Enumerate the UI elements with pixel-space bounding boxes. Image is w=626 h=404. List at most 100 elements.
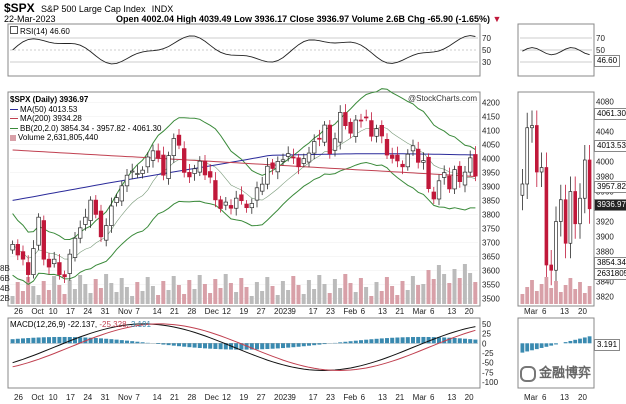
candle-body	[187, 172, 192, 178]
macd-histogram-bar	[166, 343, 171, 346]
volume-bar	[140, 291, 145, 304]
price-label: $SPX (Daily) 3936.97	[10, 95, 89, 104]
chart-settings-icon[interactable]	[10, 26, 18, 34]
macd-tick-label: 0	[482, 339, 487, 348]
volume-tick-label: 2B	[0, 294, 10, 303]
volume-bar	[353, 292, 358, 304]
zoom-macd-bar	[520, 343, 525, 353]
x-axis-label: 20	[465, 307, 474, 316]
zoom-rsi-line	[522, 47, 590, 56]
volume-bar	[31, 286, 36, 304]
macd-label-a: MACD(12,26,9) -22.137,	[10, 320, 98, 329]
price-tick-label: 3850	[482, 196, 500, 205]
macd-histogram-bar	[301, 343, 306, 347]
x-axis-label-bottom: 19	[239, 393, 248, 402]
zoom-macd-bar	[568, 340, 573, 344]
ohlc-summary: Open 4002.04 High 4039.49 Low 3936.17 Cl…	[116, 14, 501, 24]
candle-body	[275, 161, 280, 173]
zoom-macd-bar	[587, 336, 592, 344]
volume-bar	[166, 290, 171, 304]
volume-bar	[26, 277, 31, 304]
candle-body	[213, 180, 218, 201]
zoom-volume-bar	[525, 287, 530, 304]
candle-body	[306, 152, 312, 163]
x-axis-label-bottom: 31	[101, 393, 110, 402]
macd-histogram-bar	[52, 337, 57, 344]
volume-bar	[228, 283, 233, 304]
macd-histogram-bar	[156, 343, 161, 344]
chart-date: 22-Mar-2023	[4, 14, 56, 24]
volume-bar	[338, 288, 343, 304]
candle-body	[197, 160, 202, 173]
zoom-volume-bar	[539, 284, 544, 304]
candle-body	[270, 162, 275, 169]
ohlc-values: Open 4002.04 High 4039.49 Low 3936.17 Cl…	[116, 14, 491, 24]
zoom-macd-bar	[563, 342, 568, 344]
candle-body	[119, 185, 124, 202]
volume-bar	[41, 281, 46, 304]
volume-bar	[301, 294, 306, 304]
macd-label-c: 3.191	[130, 320, 152, 329]
volume-bar	[447, 283, 452, 304]
volume-tick-label: 8B	[0, 264, 10, 273]
macd-tick-label: -50	[482, 359, 494, 368]
candle-body	[52, 258, 57, 265]
volume-bar	[197, 275, 202, 304]
zoom-volume-bar	[544, 277, 549, 304]
macd-histogram-bar	[78, 337, 83, 344]
zoom-price-tick-label: 3900	[596, 233, 614, 242]
x-axis-label-bottom: 20	[465, 393, 474, 402]
rsi-line	[12, 35, 476, 65]
x-axis-label: 13	[447, 307, 456, 316]
volume-bar	[135, 282, 140, 304]
candle-body	[348, 121, 353, 134]
zoom-candle-body	[530, 125, 534, 129]
zoom-macd-bar	[549, 343, 554, 346]
volume-bar	[473, 282, 478, 304]
ma50-tag: 4013.53	[594, 140, 626, 152]
volume-bar	[457, 278, 462, 304]
macd-histogram-bar	[249, 343, 254, 350]
candle-body	[26, 262, 31, 275]
x-axis-label: 28	[187, 307, 196, 316]
stockcharts-watermark: @StockCharts.com	[408, 94, 478, 103]
candle-body	[88, 199, 93, 221]
candle-body	[312, 141, 317, 154]
ma200-swatch	[10, 118, 18, 120]
volume-bar	[348, 283, 353, 304]
zoom-x-axis-label: 20	[578, 307, 587, 316]
x-axis-label: 19	[239, 307, 248, 316]
volume-bar	[405, 290, 410, 304]
ma50-label: MA(50) 4013.53	[10, 105, 161, 115]
macd-value-tag: 3.191	[594, 339, 621, 351]
zoom-macd-bar	[539, 343, 544, 348]
macd-histogram-bar	[275, 343, 280, 349]
price-legend: $SPX (Daily) 3936.97 MA(50) 4013.53 MA(2…	[10, 95, 161, 143]
close-tag: 3936.97	[594, 199, 626, 211]
x-axis-label-bottom: 24	[83, 393, 92, 402]
zoom-macd-bar	[530, 343, 534, 351]
volume-bar	[374, 282, 379, 304]
zoom-candle-body	[525, 127, 529, 185]
zoom-rsi-tick-label: 70	[596, 34, 605, 43]
macd-tick-label: -75	[482, 368, 494, 377]
zoom-volume-bar	[568, 278, 573, 304]
volume-bar	[296, 285, 301, 304]
macd-label-b: -25.328,	[99, 320, 129, 329]
candle-body	[317, 137, 322, 140]
bb-top-tag: 4061.30	[594, 108, 626, 120]
candle-body	[369, 120, 374, 137]
volume-bar	[93, 279, 98, 304]
volume-bar	[36, 295, 41, 304]
x-axis-label-bottom: 9	[291, 393, 296, 402]
volume-bar	[327, 293, 332, 304]
price-tick-label: 4200	[482, 98, 500, 107]
volume-bar	[395, 295, 400, 304]
volume-bar	[83, 284, 88, 304]
zoom-macd-bar	[573, 339, 578, 344]
zoom-candle-body	[563, 199, 568, 244]
candle-body	[182, 148, 187, 173]
macd-histogram-bar	[416, 336, 421, 344]
volume-bar	[67, 280, 72, 304]
zoom-x-axis-label-bottom: 20	[578, 393, 587, 402]
